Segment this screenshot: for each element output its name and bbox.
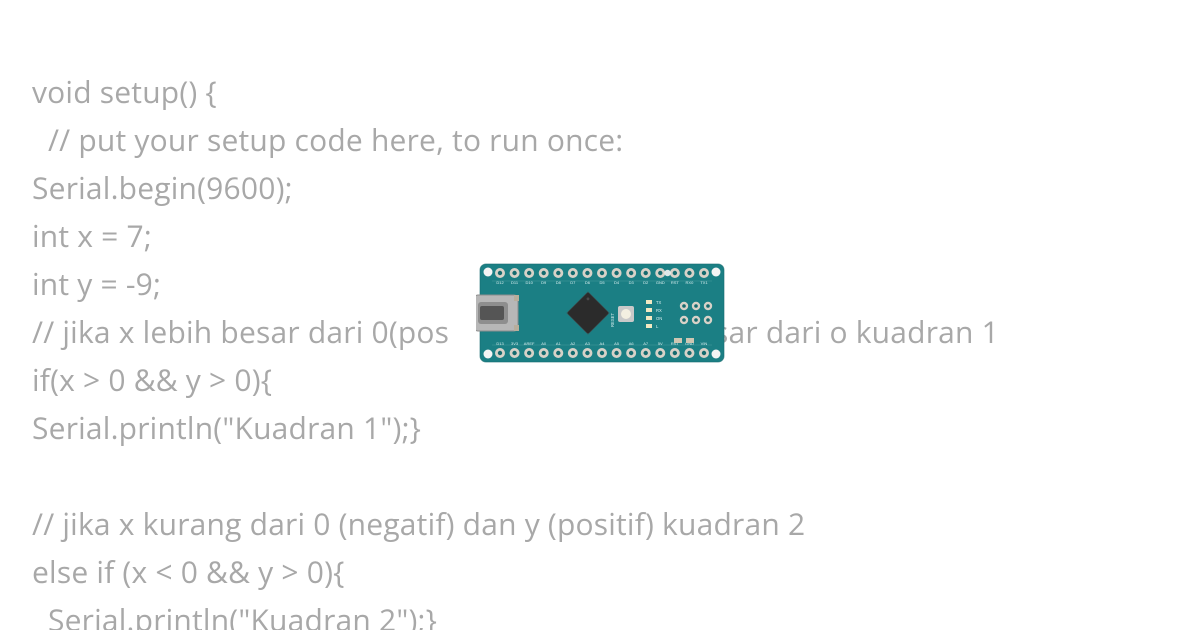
arduino-nano-board: D12D11D10D9D8D7D6D5D4D3D2GNDRSTRX0TX1D13… bbox=[476, 262, 728, 364]
arduino-board-svg: D12D11D10D9D8D7D6D5D4D3D2GNDRSTRX0TX1D13… bbox=[476, 262, 728, 364]
svg-text:TX: TX bbox=[656, 300, 662, 305]
svg-text:RX: RX bbox=[656, 308, 662, 313]
svg-text:ON: ON bbox=[656, 316, 662, 321]
svg-text:RESET: RESET bbox=[610, 313, 615, 327]
